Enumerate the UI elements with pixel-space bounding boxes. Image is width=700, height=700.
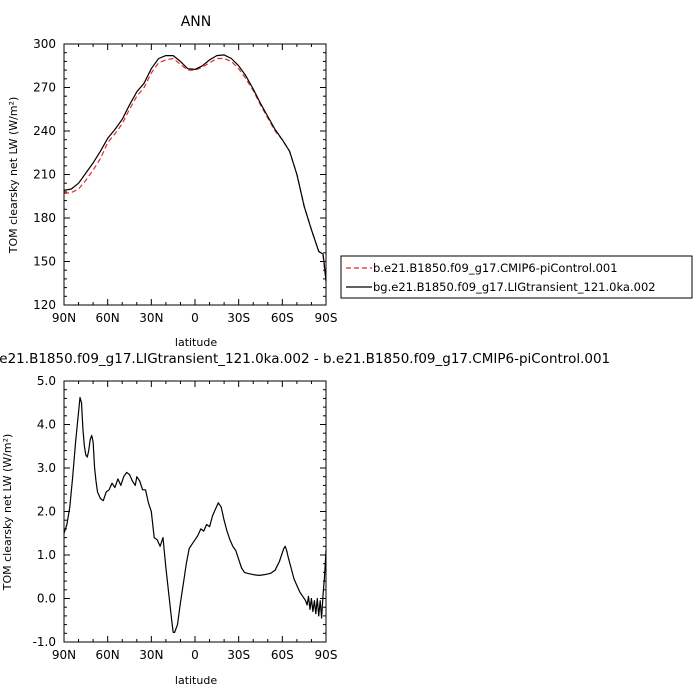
bottom-x-axis-label: latitude (175, 674, 217, 687)
top-chart-title: ANN (181, 14, 212, 30)
top-plot-frame (63, 43, 327, 306)
bottom-x-tick-label: 60N (96, 648, 120, 662)
legend-box (340, 255, 693, 299)
bottom-x-tick-label: 30N (139, 648, 163, 662)
top-x-tick-label: 60N (96, 311, 120, 325)
bottom-y-tick-label: -1.0 (33, 635, 56, 649)
bottom-y-tick-label: 5.0 (37, 374, 56, 388)
bottom-x-tick-label: 90N (52, 648, 76, 662)
top-x-tick-label: 90N (52, 311, 76, 325)
top-x-tick-label: 0 (191, 311, 199, 325)
bottom-y-tick-label: 0.0 (37, 592, 56, 606)
legend-label-LIGtransient: bg.e21.B1850.f09_g17.LIGtransient_121.0k… (373, 280, 656, 294)
top-x-axis-label: latitude (175, 336, 217, 349)
bottom-panel: bg.e21.B1850.f09_g17.LIGtransient_121.0k… (0, 351, 610, 687)
top-x-tick-label: 30S (227, 311, 250, 325)
bottom-series-line-0 (63, 396, 327, 633)
top-y-tick-label: 270 (33, 81, 56, 95)
top-y-tick-label: 240 (33, 124, 56, 138)
top-y-tick-label: 210 (33, 168, 56, 182)
top-x-tick-label: 60S (271, 311, 294, 325)
bottom-x-tick-label: 0 (191, 648, 199, 662)
legend: b.e21.B1850.f09_g17.CMIP6-piControl.001 … (340, 255, 693, 299)
bottom-y-axis-label: TOM clearsky net LW (W/m²) (1, 434, 14, 592)
legend-label-piControl: b.e21.B1850.f09_g17.CMIP6-piControl.001 (373, 261, 618, 275)
bottom-y-tick-label: 4.0 (37, 418, 56, 432)
top-x-tick-label: 30N (139, 311, 163, 325)
bottom-x-tick-label: 60S (271, 648, 294, 662)
bottom-y-tick-label: 3.0 (37, 461, 56, 475)
top-y-tick-label: 150 (33, 255, 56, 269)
bottom-y-tick-label: 1.0 (37, 548, 56, 562)
top-x-tick-label: 90S (315, 311, 338, 325)
top-y-tick-label: 120 (33, 298, 56, 312)
top-y-axis-label: TOM clearsky net LW (W/m²) (7, 97, 20, 255)
top-panel: ANN 90N 60N 30N 0 30S 60S 90S 120 150 180 210 240 27… (7, 14, 337, 349)
top-y-tick-label: 180 (33, 211, 56, 225)
top-series-group (63, 54, 327, 282)
bottom-axes: 90N 60N 30N 0 30S 60S 90S -1.0 0.0 1.0 2.0 3.0 4.0 5.… (33, 374, 338, 662)
top-axes: 90N 60N 30N 0 30S 60S 90S 120 150 180 210 240 270 300 (33, 37, 337, 325)
top-series-line-1 (63, 54, 327, 281)
bottom-x-tick-label: 90S (315, 648, 338, 662)
bottom-chart-title: bg.e21.B1850.f09_g17.LIGtransient_121.0k… (0, 351, 610, 367)
bottom-series-group (63, 396, 327, 633)
bottom-plot-frame (63, 380, 327, 643)
top-y-tick-label: 300 (33, 37, 56, 51)
top-series-line-0 (63, 57, 327, 282)
bottom-y-tick-label: 2.0 (37, 505, 56, 519)
bottom-x-tick-label: 30S (227, 648, 250, 662)
